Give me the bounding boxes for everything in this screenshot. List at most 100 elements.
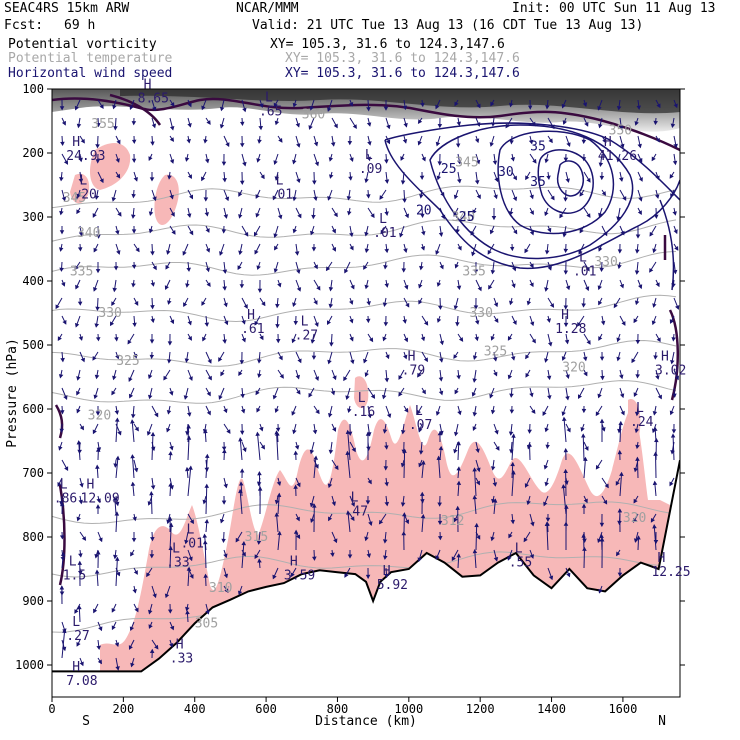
wind-vector-head — [187, 174, 192, 180]
wind-vector-head — [385, 354, 390, 360]
wind-vector-head — [131, 538, 137, 543]
wind-vector-head — [257, 359, 262, 364]
wind-vector-head — [598, 300, 603, 306]
wind-vector-head — [129, 105, 134, 110]
wind-vector-head — [638, 158, 643, 163]
wind-vector — [619, 472, 623, 497]
wind-vector-head — [128, 645, 133, 650]
wind-vector-head — [437, 520, 443, 526]
wind-vector-head — [384, 159, 389, 164]
wind-vector-head — [453, 194, 459, 200]
wind-vector-head — [634, 411, 640, 417]
y-axis: 100 200 300 400 500 600 700 800 900 1000 — [15, 82, 685, 672]
wind-vector-head — [292, 302, 297, 307]
wind-vector-head — [562, 416, 567, 421]
wind-vector — [169, 546, 172, 569]
wind-vector-head — [185, 606, 190, 612]
extremum-value: .86 — [54, 492, 77, 507]
wind-vector-head — [254, 320, 259, 326]
wind-vector-head — [188, 465, 193, 470]
wind-vector-head — [671, 429, 677, 434]
wind-vector-head — [635, 444, 640, 450]
theta-label: 305 — [195, 616, 218, 631]
wind-vector-head — [74, 322, 80, 328]
extremum-high-symbol: H — [290, 554, 298, 569]
wind-vector-head — [207, 375, 212, 381]
x-tick-label: 800 — [327, 702, 349, 716]
wind-vector-head — [655, 375, 660, 380]
wind-vector-head — [457, 410, 462, 416]
wind-vector-head — [577, 322, 582, 327]
extremum-low-symbol: L — [72, 615, 80, 630]
extremum-value: .01 — [373, 226, 396, 241]
wind-vector-head — [490, 101, 495, 107]
wind-vector-head — [405, 302, 410, 308]
wind-vector-head — [673, 229, 678, 235]
theta-label: 345 — [63, 191, 86, 206]
wind-vector-head — [544, 521, 550, 527]
wind-vector-head — [76, 123, 82, 129]
wind-vector-head — [168, 482, 173, 487]
wind-vector-head — [547, 227, 552, 233]
wind-vector-head — [258, 125, 263, 131]
wind-vector-head — [525, 175, 530, 181]
south-endpoint-label: S — [82, 714, 90, 729]
x-axis-label: Distance (km) — [315, 714, 417, 729]
wind-vector-head — [438, 358, 444, 363]
wind-vector-head — [367, 479, 372, 485]
wind-vector-head — [349, 245, 354, 251]
wind-vector-head — [597, 285, 602, 291]
wind-vector-head — [222, 286, 227, 291]
wind-vector-head — [147, 501, 152, 506]
wind-vector-head — [544, 250, 550, 255]
wind-vector-head — [311, 503, 317, 508]
wind-vector-head — [367, 141, 372, 146]
wind-vector-head — [598, 123, 603, 129]
wind-vector-head — [513, 229, 518, 235]
wind-vector-head — [347, 140, 353, 146]
wind-vector-head — [635, 456, 640, 461]
wind-vector-head — [256, 265, 261, 270]
wind-vector-head — [129, 626, 135, 632]
wind-vector-head — [131, 229, 137, 234]
wind-vector-head — [633, 467, 639, 473]
wind-vector-head — [133, 353, 138, 359]
wind-vector-head — [578, 249, 583, 255]
wind-vector-head — [619, 283, 625, 289]
wind-vector-head — [203, 197, 209, 202]
wind-vector-head — [256, 540, 262, 545]
wind-vector-head — [493, 302, 499, 308]
wind-vector-head — [512, 266, 517, 272]
extremum-value: 1.5 — [63, 568, 86, 583]
wind-vector — [61, 629, 66, 659]
wind-vector-head — [274, 499, 280, 505]
y-tick-label: 900 — [22, 594, 44, 608]
wind-vector-head — [634, 300, 640, 306]
wind-vector-head — [313, 300, 318, 305]
wind-vector-head — [62, 319, 67, 325]
wind-vector-head — [218, 395, 223, 400]
wind-vector-head — [114, 410, 120, 415]
wind-vector-head — [78, 553, 83, 558]
wind-vector-head — [313, 196, 318, 202]
x-axis: 0 200 400 600 800 1000 1200 1400 1600 — [48, 697, 637, 716]
wind-vector-head — [472, 412, 478, 417]
extremum-value: 3.02 — [655, 364, 686, 379]
wind-vector-head — [131, 158, 137, 163]
wind-vector-head — [152, 593, 157, 599]
theta-contour-310 — [52, 551, 677, 578]
wind-vector-head — [57, 336, 62, 341]
wind-vector-head — [168, 522, 174, 527]
wind-vector-head — [550, 195, 555, 201]
forecast-label: Fcst: — [4, 18, 44, 33]
wind-vector-head — [238, 250, 243, 256]
extremum-value: .33 — [166, 556, 189, 571]
wind-vector-head — [597, 393, 602, 399]
wind-vector-head — [114, 417, 120, 422]
wind-vector-head — [114, 337, 119, 342]
wind-vector-head — [111, 607, 116, 613]
wind-vector-head — [652, 524, 657, 529]
wind-vector-head — [239, 360, 245, 365]
wind-vector-head — [170, 212, 175, 217]
y-tick-label: 200 — [22, 146, 44, 160]
